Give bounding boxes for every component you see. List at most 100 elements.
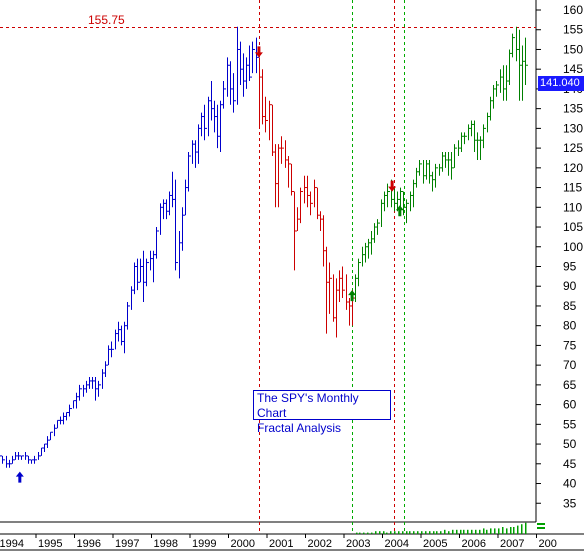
volume-bar-26 [452, 529, 454, 534]
uptrend_2-bar-50 [512, 33, 515, 58]
uptrend_1-bar-66 [198, 124, 201, 164]
y-tick-label-75: 75 [563, 338, 577, 352]
downtrend-bar-1 [259, 57, 262, 129]
uptrend_2-bar-37 [471, 120, 474, 137]
uptrend_1-bar-52 [153, 250, 156, 283]
vertical-guide-lines [259, 0, 405, 534]
uptrend_2-bar-3 [362, 246, 365, 267]
uptrend_2-bar-17 [406, 199, 409, 224]
uptrend_1-bar-60 [179, 230, 182, 279]
last-price-badge: 141.040 [538, 76, 584, 91]
volume-bar-10 [390, 531, 392, 534]
y-tick-label-60: 60 [563, 398, 577, 412]
downtrend-bar-29 [349, 298, 352, 326]
y-tick-label-105: 105 [563, 220, 583, 234]
uptrend_1-bar-81 [246, 57, 249, 89]
annotation-line-1: The SPY's Monthly Chart [257, 391, 359, 420]
y-tick-label-150: 150 [563, 42, 583, 56]
uptrend_1-bar-29 [79, 384, 82, 401]
downtrend-bar-9 [285, 140, 288, 168]
volume-bar-16 [413, 531, 415, 534]
volume-bar-28 [460, 529, 462, 534]
uptrend_1-bar-43 [124, 321, 127, 354]
y-tick-label-120: 120 [563, 161, 583, 175]
uptrend_2-bar-16 [403, 191, 406, 216]
volume-bar-20 [429, 531, 431, 534]
uptrend_1-bar-39 [111, 341, 114, 358]
uptrend_1-bar-21 [54, 424, 57, 437]
uptrend_1-bar-28 [76, 392, 79, 409]
uptrend_2-bar-25 [432, 171, 435, 192]
uptrend_2-bar-5 [368, 238, 371, 259]
uptrend_1-bar-16 [38, 451, 41, 460]
y-tick-label-85: 85 [563, 299, 577, 313]
y-tick-label-80: 80 [563, 319, 577, 333]
uptrend_2-bar-27 [439, 163, 442, 176]
volume-bar-11 [394, 531, 396, 534]
volume-bar-22 [436, 531, 438, 534]
x-tick-label-1995: 1995 [38, 538, 62, 550]
uptrend_1-bar-37 [105, 361, 108, 377]
uptrend_2-bar-43 [490, 96, 493, 121]
uptrend_2-bar-4 [365, 242, 368, 263]
y-tick-label-70: 70 [563, 358, 577, 372]
uptrend_1-bar-50 [146, 258, 149, 287]
volume-bar-18 [421, 531, 423, 534]
fractal-arrow-up-1 [15, 471, 24, 483]
uptrend_1-bar-25 [66, 411, 69, 421]
uptrend_1-bar-65 [195, 140, 198, 168]
uptrend_1-bar-84 [256, 37, 259, 74]
uptrend_1-bar-24 [63, 412, 66, 425]
uptrend_2-bar-53 [522, 45, 525, 101]
uptrend_1-bar-11 [21, 455, 24, 460]
y-tick-label-135: 135 [563, 102, 583, 116]
volume-bar-21 [433, 531, 435, 534]
downtrend-bar-10 [288, 156, 291, 188]
uptrend_1-bar-42 [121, 325, 124, 346]
downtrend-bar-6 [275, 144, 278, 208]
volume-bar-8 [383, 531, 385, 534]
uptrend_2-bar-1 [355, 274, 358, 303]
uptrend_1-bar-33 [92, 376, 95, 389]
uptrend_2-bar-31 [451, 152, 454, 180]
uptrend_1-bar-12 [25, 451, 28, 460]
uptrend_2-bar-47 [503, 65, 506, 101]
downtrend-bar-15 [304, 175, 307, 204]
uptrend_2-bar-21 [419, 159, 422, 176]
y-axis: 35 40 45 50 55 60 65 70 75 80 85 90 95 100 105 110 115 12… [536, 3, 583, 510]
downtrend-bar-14 [300, 187, 303, 224]
uptrend_2-bar-26 [435, 163, 438, 188]
uptrend_1-bar-78 [237, 26, 240, 105]
uptrend_1-bar-4 [0, 455, 2, 457]
uptrend_1-bar-64 [192, 140, 195, 164]
fractal-arrows [15, 46, 404, 483]
x-tick-label-1997: 1997 [115, 538, 139, 550]
x-tick-label-1998: 1998 [154, 538, 178, 550]
uptrend_1-bar-61 [182, 207, 185, 251]
volume-bar-25 [448, 531, 450, 534]
uptrend_2-bar-38 [474, 120, 477, 153]
uptrend_2-bar-8 [377, 219, 380, 235]
uptrend_1-bar-19 [47, 436, 50, 449]
volume-bar-24 [444, 529, 446, 534]
uptrend_2-bar-14 [397, 191, 400, 212]
y-tick-label-65: 65 [563, 378, 577, 392]
volume-bar-9 [386, 532, 388, 534]
downtrend-bar-25 [336, 278, 339, 338]
uptrend_1-bar-40 [115, 329, 118, 350]
y-tick-label-45: 45 [563, 457, 577, 471]
uptrend_1-bar-31 [86, 380, 89, 393]
fractal-arrow-down-4 [388, 180, 397, 192]
uptrend_2-bar-7 [374, 223, 377, 243]
downtrend-bar-13 [297, 207, 300, 231]
y-tick-label-110: 110 [563, 200, 582, 214]
uptrend_2-bar-6 [371, 230, 374, 255]
uptrend_1-bar-41 [118, 321, 121, 342]
x-tick-label-2004: 2004 [385, 538, 409, 550]
volume-scale-mark-1 [537, 523, 545, 525]
volume-bar-39 [502, 527, 504, 534]
uptrend_1-bar-77 [233, 73, 236, 113]
uptrend_1-bar-6 [6, 455, 9, 468]
y-tick-label-40: 40 [563, 477, 577, 491]
